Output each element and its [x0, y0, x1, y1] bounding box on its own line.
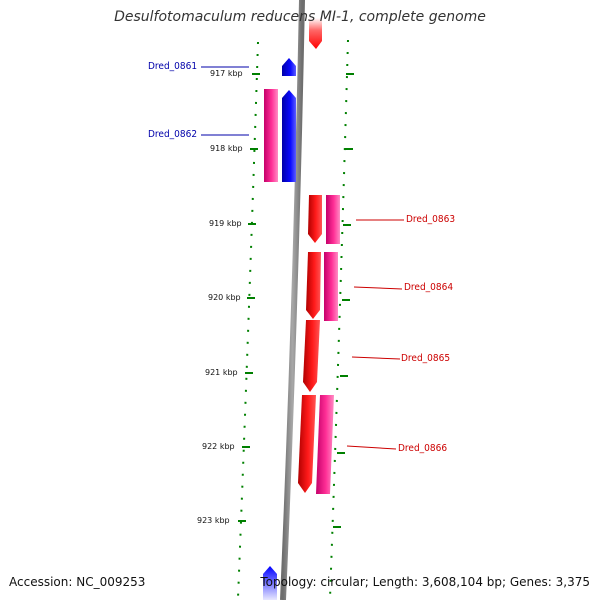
inner-dotted-guide [237, 41, 259, 599]
gene-arrow-dred-0864[interactable] [306, 252, 321, 319]
gene-box-dred-0862[interactable] [264, 89, 278, 182]
inner-ticks [238, 73, 260, 522]
gene-label-dred-0861[interactable]: Dred_0861 [148, 61, 198, 72]
tick-label-917: 917 kbp [210, 69, 243, 78]
gene-arrow-dred-0862[interactable] [282, 90, 296, 182]
leader-dred-0865 [351, 356, 401, 360]
map-title: Desulfotomaculum reducens MI-1, complete… [114, 9, 486, 25]
gene-label-dred-0863[interactable]: Dred_0863 [406, 214, 456, 225]
gene-label-dred-0865[interactable]: Dred_0865 [401, 353, 451, 364]
tick-label-918: 918 kbp [210, 144, 243, 153]
accession-text: Accession: NC_009253 [9, 575, 146, 589]
genome-backbone [280, 0, 305, 600]
gene-box-dred-0863[interactable] [326, 195, 340, 244]
outer-ticks [333, 73, 354, 528]
gene-arrow-dred-0866[interactable] [298, 395, 316, 493]
topology-text: Topology: circular; Length: 3,608,104 bp… [260, 575, 590, 589]
gene-label-dred-0866[interactable]: Dred_0866 [398, 443, 448, 454]
leader-dred-0864 [353, 286, 403, 290]
leader-dred-0866 [346, 445, 397, 450]
gene-arrow-partial-bottom[interactable] [263, 566, 277, 600]
gene-arrow-partial-top[interactable] [309, 18, 322, 49]
tick-label-922: 922 kbp [202, 442, 235, 451]
gene-arrow-dred-0863[interactable] [308, 195, 322, 243]
gene-box-dred-0864[interactable] [324, 252, 338, 321]
tick-label-923: 923 kbp [197, 516, 230, 525]
gene-label-dred-0864[interactable]: Dred_0864 [404, 282, 454, 293]
gene-arrow-dred-0865[interactable] [303, 320, 320, 392]
gene-arrow-dred-0861[interactable] [282, 58, 296, 76]
tick-label-919: 919 kbp [209, 219, 242, 228]
label-leaders [201, 66, 404, 450]
gene-label-dred-0862[interactable]: Dred_0862 [148, 129, 198, 140]
tick-label-921: 921 kbp [205, 368, 238, 377]
outer-dotted-guide [329, 39, 349, 599]
tick-label-920: 920 kbp [208, 293, 241, 302]
gene-box-dred-0866[interactable] [316, 395, 334, 494]
